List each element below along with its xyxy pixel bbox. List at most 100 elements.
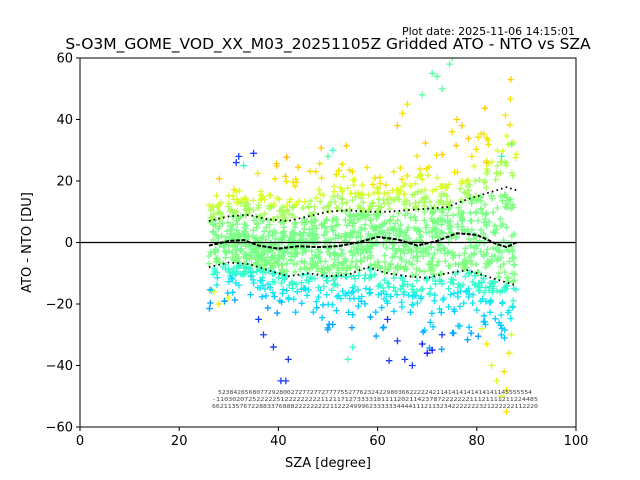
data-point xyxy=(507,196,514,203)
data-point xyxy=(464,336,471,343)
data-point xyxy=(326,266,333,274)
data-point xyxy=(426,290,434,297)
data-point xyxy=(324,277,331,285)
data-point xyxy=(253,220,261,228)
data-point xyxy=(420,194,428,201)
data-point xyxy=(358,293,365,300)
data-point xyxy=(504,200,512,208)
data-point xyxy=(440,205,447,212)
data-point xyxy=(316,190,324,198)
data-point xyxy=(372,332,380,340)
data-point xyxy=(307,197,314,205)
data-point xyxy=(338,260,346,268)
data-point xyxy=(407,309,414,316)
data-point xyxy=(293,178,301,186)
data-point xyxy=(390,308,398,315)
data-point xyxy=(262,224,270,231)
data-point xyxy=(387,261,394,268)
data-point xyxy=(454,284,462,291)
data-point xyxy=(480,179,488,186)
data-point xyxy=(496,248,503,256)
data-point xyxy=(433,152,440,159)
data-point xyxy=(335,269,342,276)
data-point xyxy=(391,220,399,227)
data-point xyxy=(210,288,218,296)
data-point xyxy=(236,187,243,195)
data-point xyxy=(416,267,424,274)
data-point xyxy=(277,235,285,242)
data-point xyxy=(394,122,401,130)
data-point xyxy=(350,213,358,221)
data-point xyxy=(205,252,213,260)
data-point xyxy=(316,160,323,167)
data-point xyxy=(439,151,446,158)
data-point xyxy=(312,260,319,267)
data-point xyxy=(372,264,379,271)
data-point xyxy=(318,174,325,182)
data-point xyxy=(497,193,505,200)
data-point xyxy=(289,285,296,292)
data-point xyxy=(478,325,486,332)
data-point xyxy=(500,260,507,268)
data-point xyxy=(403,100,411,108)
data-point xyxy=(407,214,414,221)
data-point xyxy=(390,213,397,220)
data-point xyxy=(411,213,419,221)
data-point xyxy=(461,249,468,257)
data-point xyxy=(216,175,223,182)
data-point xyxy=(426,198,434,206)
data-point xyxy=(471,272,478,280)
data-point xyxy=(403,266,410,273)
data-point xyxy=(465,285,472,293)
data-point xyxy=(283,154,290,161)
data-point xyxy=(215,300,223,308)
data-point xyxy=(288,278,296,285)
data-point xyxy=(310,308,317,316)
data-point xyxy=(511,230,518,238)
data-point xyxy=(350,181,357,189)
data-point xyxy=(477,206,485,213)
data-point xyxy=(510,204,517,211)
data-point xyxy=(383,291,390,298)
data-point xyxy=(324,202,332,210)
data-point xyxy=(397,164,404,172)
data-point xyxy=(479,210,486,217)
data-point xyxy=(374,258,382,266)
data-point xyxy=(339,288,346,295)
data-point xyxy=(387,293,394,300)
data-point xyxy=(470,163,478,170)
data-point xyxy=(483,340,491,348)
data-point xyxy=(398,256,405,264)
data-point xyxy=(407,182,414,189)
data-point xyxy=(381,190,388,197)
y-tick-label: 60 xyxy=(56,52,73,67)
data-point xyxy=(384,315,391,323)
data-point xyxy=(229,192,237,199)
data-point xyxy=(271,175,279,183)
data-point xyxy=(473,146,480,153)
data-point xyxy=(325,202,332,209)
data-point xyxy=(488,192,495,200)
data-point xyxy=(438,85,446,93)
y-axis-label: ATO - NTO [DU] xyxy=(20,192,35,293)
data-point xyxy=(222,249,230,257)
data-point xyxy=(231,232,238,239)
data-point xyxy=(426,290,433,298)
data-point xyxy=(230,186,238,193)
data-point xyxy=(438,221,445,228)
data-point xyxy=(435,258,442,266)
data-point xyxy=(266,284,274,291)
data-point xyxy=(286,282,293,289)
data-point xyxy=(398,176,406,183)
data-point xyxy=(393,194,401,201)
data-point xyxy=(349,311,356,318)
data-point xyxy=(275,262,282,269)
data-point xyxy=(219,213,227,220)
data-point xyxy=(421,186,429,194)
data-point xyxy=(424,171,432,179)
data-point xyxy=(335,259,342,266)
data-point xyxy=(275,274,282,281)
data-point xyxy=(215,202,222,210)
data-point xyxy=(471,244,478,251)
data-point xyxy=(280,216,287,223)
